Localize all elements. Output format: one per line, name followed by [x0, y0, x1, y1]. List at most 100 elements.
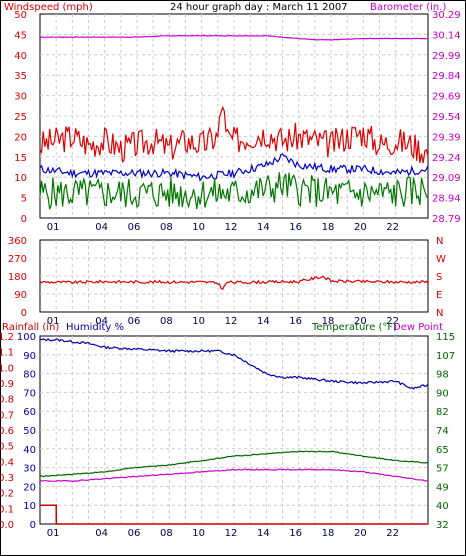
wind-average-line: [39, 153, 429, 182]
rainfall-y-tick-label: 0.4: [0, 457, 14, 468]
temperature-y-tick-label: 82: [436, 407, 449, 418]
rainfall-y-tick-label: 0.6: [0, 426, 14, 437]
wind-panel-x-tick-label: 06: [128, 222, 141, 233]
wind-direction-line: [39, 275, 429, 291]
wind-panel-x-tick-label: 16: [289, 222, 302, 233]
temp-panel-x-tick-label: 20: [354, 528, 367, 539]
humidity-y-tick-label: 30: [23, 464, 36, 475]
wind-y-tick-label: 50: [14, 10, 27, 21]
wind-panel-x-tick-label: 10: [192, 222, 205, 233]
wind-low-line: [39, 172, 429, 210]
barometer-y-tick-label: 28.79: [432, 214, 461, 225]
temperature-y-tick-label: 98: [436, 370, 449, 381]
barometer-y-tick-label: 30.29: [432, 10, 461, 21]
wind-y-tick-label: 5: [21, 194, 27, 205]
direction-y-tick-label: 180: [8, 272, 27, 283]
wind-y-tick-label: 30: [14, 92, 27, 103]
rainfall-y-tick-label: 0.3: [0, 473, 14, 484]
rainfall-y-tick-label: 0.8: [0, 395, 14, 406]
barometer-line: [40, 34, 428, 41]
direction-panel-x-tick-label: 18: [322, 316, 335, 327]
barometer-y-tick-label: 29.54: [432, 112, 461, 123]
wind-panel-x-tick-label: 18: [322, 222, 335, 233]
rainfall-line: [40, 504, 428, 525]
wind-y-tick-label: 25: [14, 112, 27, 123]
direction-compass-label: N: [436, 236, 443, 247]
temperature-line: [39, 450, 429, 478]
wind-panel-x-tick-label: 14: [257, 222, 270, 233]
direction-panel-x-tick-label: 06: [128, 316, 141, 327]
temp-panel-x-tick-label: 22: [386, 528, 399, 539]
wind-y-tick-label: 10: [14, 173, 27, 184]
direction-panel-x-tick-label: 08: [160, 316, 173, 327]
rainfall-y-tick-label: 1.2: [0, 332, 14, 343]
direction-panel-x-tick-label: 10: [192, 316, 205, 327]
windspeed-axis-title: Windspeed (mph): [4, 2, 93, 13]
temperature-y-tick-label: 32: [436, 520, 449, 531]
rainfall-y-tick-label: 0.2: [0, 489, 14, 500]
temperature-y-tick-label: 40: [436, 501, 449, 512]
barometer-axis-title: Barometer (in.): [370, 2, 446, 13]
graph-title: 24 hour graph day : March 11 2007: [170, 2, 348, 13]
humidity-y-tick-label: 40: [23, 445, 36, 456]
wind-y-tick-label: 40: [14, 51, 27, 62]
humidity-y-tick-label: 70: [23, 388, 36, 399]
wind-gust-line: [39, 105, 429, 164]
dewpoint-line: [39, 468, 429, 483]
rainfall-y-tick-label: 0.9: [0, 379, 14, 390]
rainfall-y-tick-label: 1.1: [0, 348, 14, 359]
temperature-y-tick-label: 57: [436, 464, 449, 475]
temperature-y-tick-label: 115: [436, 332, 455, 343]
humidity-y-tick-label: 10: [23, 501, 36, 512]
rainfall-y-tick-label: 0.7: [0, 410, 14, 421]
temp-panel-x-tick-label: 06: [128, 528, 141, 539]
temp-panel-x-tick-label: 18: [322, 528, 335, 539]
temperature-y-tick-label: 74: [436, 426, 449, 437]
temperature-y-tick-label: 107: [436, 351, 455, 362]
temp-panel-x-tick-label: 04: [95, 528, 108, 539]
direction-panel-x-tick-label: 16: [289, 316, 302, 327]
humidity-y-tick-label: 0: [30, 520, 36, 531]
temp-panel-x-tick-label: 14: [257, 528, 270, 539]
barometer-y-tick-label: 29.84: [432, 71, 461, 82]
direction-panel-x-tick-label: 14: [257, 316, 270, 327]
direction-compass-label: W: [436, 254, 446, 265]
direction-panel-x-tick-label: 22: [386, 316, 399, 327]
wind-panel-x-tick-label: 12: [225, 222, 238, 233]
humidity-line: [39, 338, 429, 390]
wind-y-tick-label: 20: [14, 132, 27, 143]
temperature-axis-title: Temperature (°F): [311, 322, 397, 333]
barometer-y-tick-label: 29.69: [432, 92, 461, 103]
barometer-y-tick-label: 29.24: [432, 153, 461, 164]
wind-y-tick-label: 35: [14, 71, 27, 82]
barometer-y-tick-label: 29.39: [432, 132, 461, 143]
rainfall-y-tick-label: 0.0: [0, 520, 14, 531]
humidity-y-tick-label: 90: [23, 351, 36, 362]
wind-panel-x-tick-label: 04: [95, 222, 108, 233]
wind-panel-x-tick-label: 22: [386, 222, 399, 233]
wind-y-tick-label: 45: [14, 30, 27, 41]
barometer-y-tick-label: 30.14: [432, 30, 461, 41]
humidity-y-tick-label: 100: [17, 332, 36, 343]
barometer-y-tick-label: 29.09: [432, 173, 461, 184]
humidity-y-tick-label: 80: [23, 370, 36, 381]
temp-panel-x-tick-label: 16: [289, 528, 302, 539]
rainfall-y-tick-label: 0.1: [0, 504, 14, 515]
humidity-y-tick-label: 20: [23, 482, 36, 493]
temp-panel-x-tick-label: 01: [47, 528, 60, 539]
direction-y-tick-label: 360: [8, 236, 27, 247]
direction-compass-label: E: [436, 290, 442, 301]
direction-panel-x-tick-label: 01: [47, 316, 60, 327]
wind-panel-x-tick-label: 01: [47, 222, 60, 233]
humidity-y-tick-label: 60: [23, 407, 36, 418]
temp-panel-x-tick-label: 10: [192, 528, 205, 539]
barometer-y-tick-label: 29.99: [432, 51, 461, 62]
direction-compass-label: S: [436, 272, 442, 283]
barometer-y-tick-label: 28.94: [432, 194, 461, 205]
direction-y-tick-label: 0: [21, 308, 27, 319]
dewpoint-axis-title: Dew Point: [393, 322, 443, 333]
humidity-y-tick-label: 50: [23, 426, 36, 437]
wind-y-tick-label: 15: [14, 153, 27, 164]
direction-panel-x-tick-label: 20: [354, 316, 367, 327]
